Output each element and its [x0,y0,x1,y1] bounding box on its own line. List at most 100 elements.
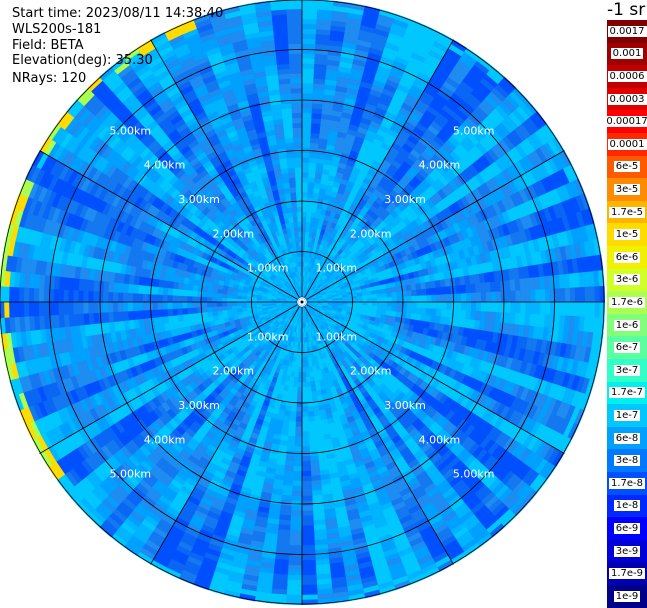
range-gate [411,295,418,303]
range-gate [386,301,393,307]
range-gate [480,292,487,303]
range-gate [460,310,467,320]
range-gate [301,362,306,368]
range-gate [361,294,368,300]
range-gate [308,172,316,179]
range-gate [475,310,482,321]
range-gate [301,236,306,242]
range-gate [545,301,551,316]
range-gate [309,376,315,383]
range-gate [289,535,303,541]
range-gate [310,465,320,472]
range-gate [446,293,452,303]
range-gate [298,367,303,373]
range-gate [396,301,403,308]
range-gate [530,301,536,315]
range-gate [451,293,457,303]
range-gate [301,28,317,35]
range-gate [460,293,467,303]
range-gate [301,386,307,393]
range-gate [381,288,387,294]
range-gate [456,293,462,303]
range-gate [305,371,311,378]
range-gate [304,356,309,363]
range-gate [445,286,452,295]
range-gate [287,564,303,571]
range-gate [290,505,303,512]
range-gate [391,306,398,313]
range-gate [301,584,318,591]
range-gate [296,396,303,403]
range-gate [301,569,317,576]
range-gate [311,395,318,402]
range-gate [371,305,378,311]
range-gate [431,301,437,310]
range-gate [386,297,393,303]
range-gate [308,167,317,174]
range-gate [485,301,492,313]
range-gate [451,301,457,311]
range-gate [297,376,303,383]
range-gate [589,286,596,303]
range-gate [305,376,311,383]
range-gate [505,290,512,303]
range-gate [352,298,358,303]
range-gate [475,283,482,294]
range-gate [357,301,363,306]
range-gate [301,451,311,457]
range-gate [306,386,312,393]
range-gate [301,221,307,228]
range-gate [307,406,314,413]
range-gate [301,540,315,546]
range-gate [290,510,303,517]
range-gate [490,301,497,313]
range-gate [301,579,318,586]
range-gate [301,515,314,522]
range-gate [391,291,398,298]
range-gate [381,297,388,303]
range-gate [584,286,591,303]
range-gate [426,301,433,310]
range-gate [371,289,378,295]
range-gate [292,465,303,472]
range-gate [431,294,437,303]
range-gate [574,287,581,303]
range-gate [301,206,308,213]
range-gate [446,301,452,311]
range-gate [301,381,307,388]
range-gate [426,294,433,303]
range-gate [301,107,313,114]
range-gate [301,520,314,527]
range-gate [304,361,310,368]
range-gate [545,288,551,303]
range-gate [301,535,315,541]
range-gate [436,301,442,310]
range-gate [287,569,303,576]
range-gate [357,298,363,303]
range-gate [381,305,388,312]
range-gate [301,406,309,413]
range-gate [301,127,312,134]
range-gate [304,352,309,358]
range-gate [301,38,317,45]
range-gate [301,485,313,492]
range-gate [289,540,303,546]
range-gate [301,3,318,10]
range-gate [301,216,307,223]
range-gate [495,301,502,313]
range-gate [295,421,303,428]
range-gate [305,366,310,373]
range-gate [406,307,413,314]
range-gate [574,301,581,317]
range-gate [301,554,316,561]
range-gate [381,292,388,299]
range-gate [309,445,318,452]
range-gate [372,297,378,303]
range-gate [405,284,412,292]
range-gate [376,305,383,311]
range-gate [310,385,317,392]
range-gate [310,460,320,467]
range-gate [310,137,320,144]
range-gate [520,290,527,303]
